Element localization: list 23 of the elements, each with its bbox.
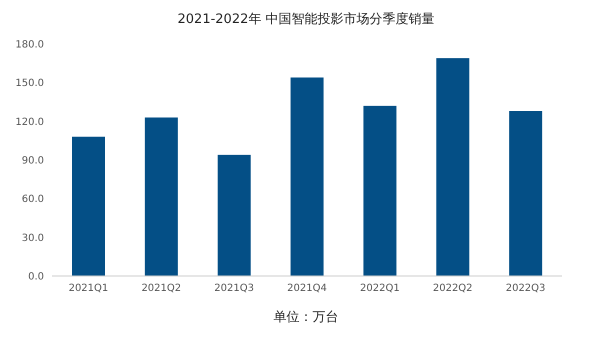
x-tick-label: 2021Q1 [68,283,108,294]
y-tick-label: 150.0 [15,78,44,90]
y-tick-label: 120.0 [15,116,44,128]
bar [290,78,324,276]
bar [218,154,251,276]
y-tick-label: 180.0 [15,40,44,51]
text: 单位：万台 [272,309,340,326]
bar [363,106,396,276]
y-tick-label: 60.0 [22,194,44,206]
y-tick-label: 0.0 [28,272,44,283]
bar [144,117,178,276]
x-tick-label: 2022Q3 [506,283,546,294]
bar [436,58,470,276]
x-tick-label: 2021Q4 [287,283,327,294]
x-tick-label: 2021Q2 [141,283,182,294]
chart-title: 2021-2022年 中国智能投影市场分季度销量 [176,11,436,29]
x-tick-label: 2021Q3 [214,283,254,294]
bar [509,111,542,276]
x-tick-label: 2022Q1 [360,283,400,294]
y-tick-label: 30.0 [22,232,44,244]
bar [72,136,105,276]
x-tick-label: 2022Q2 [432,283,473,294]
y-tick-label: 90.0 [22,156,44,167]
